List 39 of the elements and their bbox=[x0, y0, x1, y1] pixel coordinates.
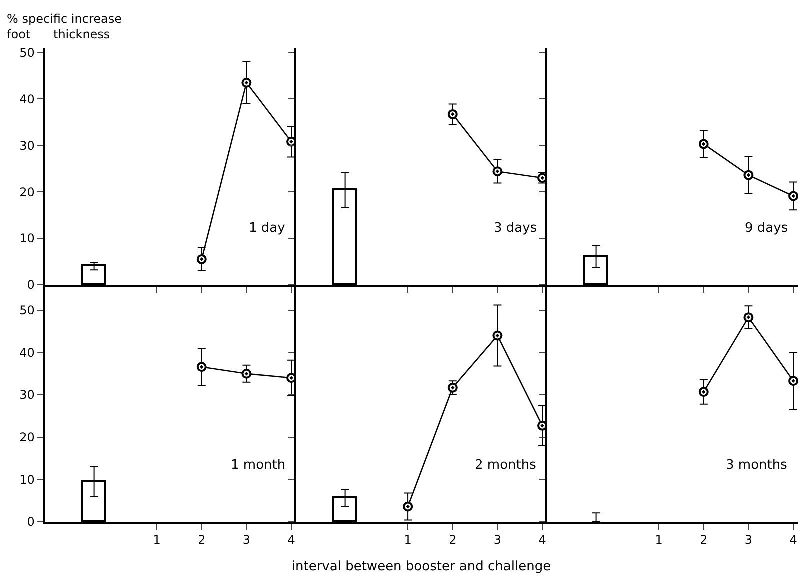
y-tick-label: 50 bbox=[20, 46, 35, 60]
x-tick-label: 2 bbox=[700, 533, 708, 548]
point bbox=[242, 78, 252, 88]
annotation: 2 months bbox=[475, 458, 537, 473]
y-tick-label: 30 bbox=[20, 138, 35, 153]
x-tick-label: 4 bbox=[288, 533, 296, 548]
x-tick-label: 1 bbox=[153, 533, 161, 548]
y-tick-label: 10 bbox=[20, 232, 35, 246]
y-tick-label: 0 bbox=[27, 515, 35, 530]
x-tick-label: 2 bbox=[198, 533, 206, 548]
y-axis-title: % specific increase foot thickness bbox=[7, 12, 122, 42]
x-tick-label: 3 bbox=[242, 533, 251, 548]
point bbox=[242, 368, 252, 379]
y-tick-label: 20 bbox=[20, 430, 35, 445]
x-tick-label: 3 bbox=[744, 533, 753, 548]
y-tick-label: 10 bbox=[20, 472, 35, 487]
y-tick-label: 0 bbox=[27, 278, 35, 292]
x-tick-label: 4 bbox=[538, 533, 546, 548]
x-tick-label: 1 bbox=[404, 533, 412, 548]
y-tick-label: 20 bbox=[20, 185, 35, 200]
annotation: 9 days bbox=[745, 221, 788, 236]
point bbox=[492, 330, 503, 341]
x-tick-label: 4 bbox=[790, 533, 798, 548]
y-tick-label: 40 bbox=[20, 92, 35, 106]
point bbox=[403, 502, 414, 512]
x-tick-label: 3 bbox=[494, 533, 502, 548]
x-tick-label: 1 bbox=[655, 533, 663, 548]
y-tick-label: 40 bbox=[20, 346, 35, 360]
y-tick-label: 30 bbox=[20, 388, 35, 402]
point bbox=[196, 254, 207, 264]
x-axis-title: interval between booster and challenge bbox=[292, 559, 552, 574]
y-tick-label: 50 bbox=[20, 304, 35, 318]
x-tick-label: 2 bbox=[449, 533, 457, 548]
annotation: 1 day bbox=[249, 221, 286, 236]
annotation: 1 month bbox=[231, 458, 286, 473]
annotation: 3 months bbox=[726, 458, 788, 473]
annotation: 3 days bbox=[494, 221, 538, 236]
point bbox=[448, 382, 458, 393]
point bbox=[196, 362, 207, 372]
